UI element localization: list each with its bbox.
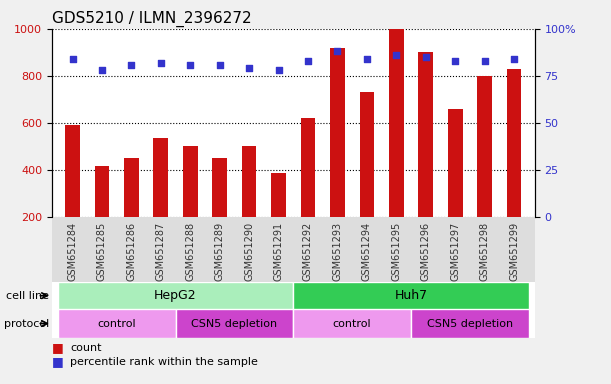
Point — [392, 52, 401, 58]
Text: CSN5 depletion: CSN5 depletion — [427, 318, 513, 329]
Text: GSM651285: GSM651285 — [97, 222, 107, 281]
Text: CSN5 depletion: CSN5 depletion — [191, 318, 277, 329]
Text: GSM651284: GSM651284 — [68, 222, 78, 281]
Text: GSM651294: GSM651294 — [362, 222, 372, 281]
Text: percentile rank within the sample: percentile rank within the sample — [70, 357, 258, 367]
Text: GSM651298: GSM651298 — [480, 222, 489, 281]
Point — [509, 56, 519, 62]
Text: protocol: protocol — [4, 318, 49, 329]
Text: GSM651291: GSM651291 — [274, 222, 284, 281]
Text: control: control — [333, 318, 371, 329]
Bar — [301, 118, 315, 264]
Text: GSM651293: GSM651293 — [332, 222, 342, 281]
Bar — [58, 309, 175, 338]
Bar — [65, 125, 80, 264]
Point — [68, 56, 78, 62]
Text: control: control — [97, 318, 136, 329]
Bar — [507, 69, 521, 264]
Bar — [175, 309, 293, 338]
Bar — [271, 174, 286, 264]
Text: GSM651287: GSM651287 — [156, 222, 166, 281]
Point — [97, 67, 107, 73]
Point — [362, 56, 371, 62]
Text: ■: ■ — [52, 341, 64, 354]
Text: count: count — [70, 343, 102, 353]
Text: GSM651292: GSM651292 — [303, 222, 313, 281]
Bar — [153, 138, 168, 264]
Text: GSM651296: GSM651296 — [421, 222, 431, 281]
Bar — [330, 48, 345, 264]
Point — [303, 58, 313, 64]
Bar — [477, 76, 492, 264]
Bar — [419, 52, 433, 264]
Text: GSM651290: GSM651290 — [244, 222, 254, 281]
Point — [156, 60, 166, 66]
Bar — [411, 309, 529, 338]
Bar — [359, 92, 374, 264]
Bar — [58, 282, 293, 309]
Point — [126, 61, 136, 68]
Bar — [124, 158, 139, 264]
Text: GSM651295: GSM651295 — [391, 222, 401, 281]
Text: cell line: cell line — [6, 291, 49, 301]
Point — [244, 65, 254, 71]
Text: GSM651286: GSM651286 — [126, 222, 136, 281]
Bar — [242, 146, 257, 264]
Text: ■: ■ — [52, 355, 64, 368]
Bar — [389, 29, 404, 264]
Point — [421, 54, 431, 60]
Bar — [293, 309, 411, 338]
Text: GSM651299: GSM651299 — [509, 222, 519, 281]
Point — [450, 58, 460, 64]
Bar — [448, 109, 463, 264]
Point — [215, 61, 225, 68]
Text: GSM651297: GSM651297 — [450, 222, 460, 281]
Text: GSM651288: GSM651288 — [185, 222, 196, 281]
Bar — [95, 166, 109, 264]
Point — [480, 58, 489, 64]
Bar — [293, 282, 529, 309]
Text: HepG2: HepG2 — [154, 289, 197, 302]
Point — [185, 61, 195, 68]
Text: Huh7: Huh7 — [395, 289, 428, 302]
Text: GDS5210 / ILMN_2396272: GDS5210 / ILMN_2396272 — [52, 11, 252, 27]
Bar — [183, 146, 197, 264]
Point — [274, 67, 284, 73]
Bar — [213, 158, 227, 264]
Point — [332, 48, 342, 55]
Text: GSM651289: GSM651289 — [214, 222, 225, 281]
